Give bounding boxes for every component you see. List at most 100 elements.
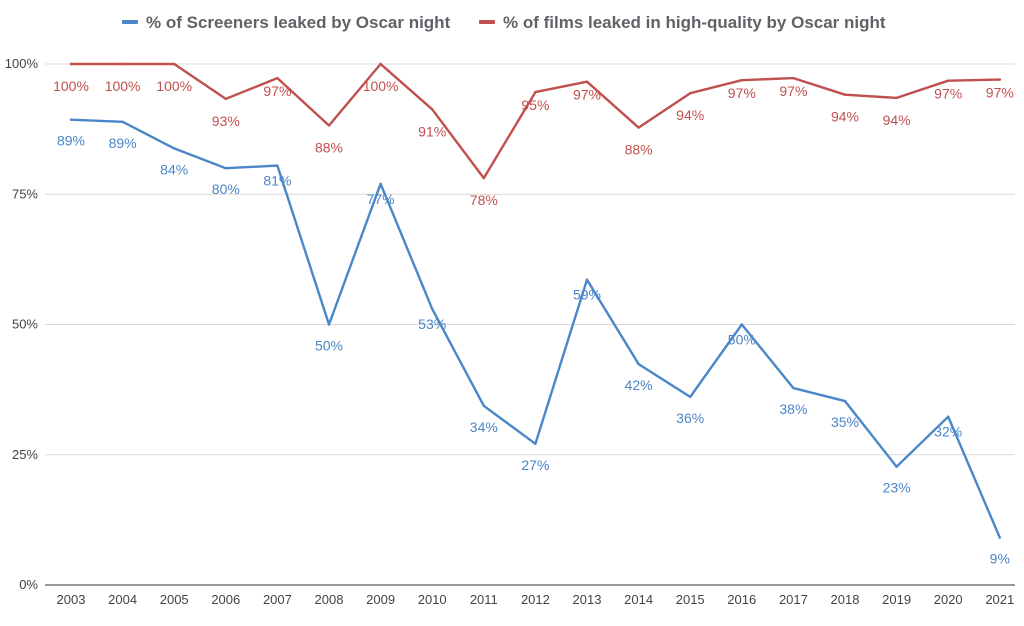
data-point [69, 62, 73, 66]
x-tick-label: 2017 [779, 592, 808, 607]
data-label-screeners: 27% [521, 457, 549, 473]
data-point [895, 465, 898, 468]
data-point [585, 80, 589, 83]
data-label-high-quality: 94% [883, 112, 911, 128]
legend: % of Screeners leaked by Oscar night % o… [122, 13, 886, 32]
x-tick-label: 2011 [470, 592, 498, 607]
data-label-high-quality: 100% [156, 78, 192, 94]
data-point [689, 395, 692, 399]
data-label-screeners: 36% [676, 410, 704, 426]
x-tick-label: 2016 [727, 592, 756, 607]
data-point [379, 182, 382, 186]
legend-item-high-quality[interactable]: % of films leaked in high-quality by Osc… [479, 13, 886, 32]
data-point [173, 147, 176, 150]
data-label-high-quality: 88% [315, 139, 343, 155]
data-label-screeners: 84% [160, 161, 188, 177]
data-label-high-quality: 100% [53, 78, 89, 94]
x-tick-label: 2020 [934, 592, 963, 607]
data-label-screeners: 34% [470, 419, 498, 435]
x-tick-label: 2005 [160, 592, 189, 607]
data-label-high-quality: 94% [831, 109, 859, 125]
data-point [792, 386, 795, 390]
data-label-screeners: 32% [934, 424, 962, 440]
data-label-high-quality: 78% [470, 192, 498, 208]
y-tick-label: 50% [12, 317, 38, 332]
data-label-screeners: 50% [728, 332, 756, 348]
data-label-screeners: 89% [57, 133, 85, 149]
y-tick-label: 100% [5, 56, 39, 71]
x-tick-label: 2004 [108, 592, 137, 607]
data-label-screeners: 89% [109, 135, 137, 151]
data-label-screeners: 23% [883, 480, 911, 496]
x-axis: 2003 2004 2005 2006 2007 2008 2009 2010 2011 2012… [57, 592, 1015, 607]
data-label-high-quality: 91% [418, 123, 446, 139]
data-label-high-quality: 100% [363, 78, 399, 94]
data-point [534, 90, 537, 94]
data-point [843, 93, 847, 96]
legend-label-screeners: % of Screeners leaked by Oscar night [146, 13, 451, 32]
x-tick-label: 2010 [418, 592, 447, 607]
data-label-high-quality: 97% [263, 83, 291, 99]
x-tick-label: 2008 [315, 592, 344, 607]
y-tick-label: 0% [19, 577, 38, 592]
data-point [482, 404, 485, 407]
data-label-high-quality: 97% [779, 83, 807, 99]
data-point [276, 164, 279, 167]
x-tick-label: 2014 [624, 592, 653, 607]
data-point [637, 362, 640, 366]
series-line-screeners [69, 118, 1001, 539]
data-point [173, 62, 176, 66]
data-label-high-quality: 97% [934, 86, 962, 102]
legend-label-high-quality: % of films leaked in high-quality by Osc… [503, 13, 886, 32]
y-tick-label: 75% [12, 186, 38, 201]
data-point [224, 167, 227, 170]
y-axis: 0% 25% 50% 75% 100% [5, 56, 39, 592]
data-point [482, 176, 485, 180]
data-label-high-quality: 93% [212, 113, 240, 129]
data-label-screeners: 38% [779, 401, 807, 417]
data-label-screeners: 9% [990, 551, 1010, 567]
x-tick-label: 2009 [366, 592, 395, 607]
data-point [327, 124, 331, 127]
data-point [431, 108, 434, 111]
data-label-high-quality: 97% [728, 85, 756, 101]
data-label-high-quality: 100% [105, 78, 141, 94]
data-point [121, 120, 124, 124]
data-label-screeners: 35% [831, 414, 859, 430]
legend-item-screeners[interactable]: % of Screeners leaked by Oscar night [122, 13, 451, 32]
data-point [740, 78, 743, 82]
gridlines [45, 63, 1015, 586]
x-tick-label: 2012 [521, 592, 550, 607]
data-point [895, 96, 898, 100]
data-point [431, 307, 434, 311]
data-point [121, 62, 124, 66]
data-point [637, 126, 640, 129]
data-point [792, 76, 795, 80]
data-point [947, 79, 950, 82]
data-point [843, 399, 847, 403]
data-label-high-quality: 97% [573, 87, 601, 103]
data-label-screeners: 53% [418, 316, 446, 332]
legend-swatch-high-quality [479, 20, 495, 24]
data-point [327, 323, 331, 326]
data-label-screeners: 50% [315, 338, 343, 354]
data-point [585, 278, 589, 281]
data-point [740, 323, 743, 326]
data-point [276, 76, 279, 80]
data-label-screeners: 77% [367, 191, 395, 207]
data-label-high-quality: 97% [986, 85, 1014, 101]
data-point [689, 91, 692, 95]
data-point [534, 442, 537, 446]
x-tick-label: 2021 [985, 592, 1014, 607]
data-labels: 89% 89% 84% 80% 81% 50% 77% 53% 34% 27% 59% 42% 36% 5… [53, 78, 1014, 567]
series-lines [69, 62, 1001, 539]
x-tick-label: 2019 [882, 592, 911, 607]
data-point [224, 97, 227, 101]
data-point [947, 415, 950, 418]
data-point [69, 118, 73, 121]
x-tick-label: 2018 [831, 592, 860, 607]
data-label-screeners: 42% [625, 377, 653, 393]
x-tick-label: 2015 [676, 592, 705, 607]
data-point [998, 78, 1001, 81]
